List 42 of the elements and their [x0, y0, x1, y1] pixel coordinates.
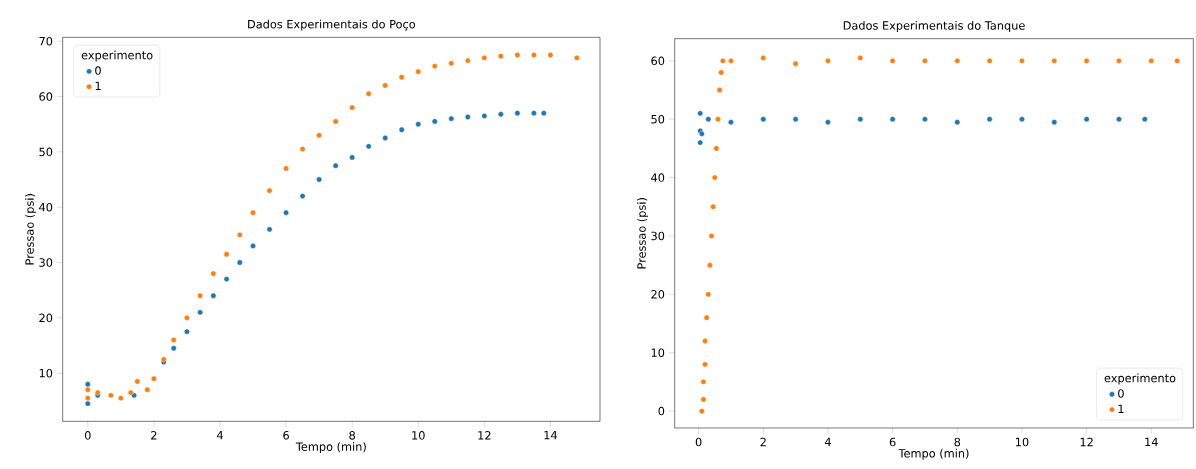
y-tick-label: 30 — [651, 231, 665, 241]
chart-title: Dados Experimentais do Poço — [248, 19, 416, 31]
y-axis-title: Pressao (psi) — [637, 197, 649, 269]
x-tick-label: 4 — [824, 437, 831, 446]
x-tick-label: 10 — [1016, 437, 1029, 447]
y-tick-label: 20 — [39, 313, 53, 322]
y-tick-label: 0 — [658, 406, 665, 416]
x-tick-label: 12 — [478, 430, 491, 440]
y-tick-label: 60 — [39, 92, 53, 101]
x-tick-label: 12 — [1080, 437, 1093, 446]
x-tick-label: 0 — [84, 430, 91, 440]
legend-label: 0 — [1118, 389, 1124, 398]
legend-label: 0 — [95, 66, 101, 75]
y-tick-label: 30 — [39, 258, 53, 267]
y-tick-label: 70 — [39, 36, 53, 46]
x-tick-label: 14 — [1145, 437, 1158, 446]
y-tick-label: 10 — [39, 368, 53, 378]
legend-label: 1 — [1118, 404, 1124, 413]
x-axis-title: Tempo (min) — [898, 448, 969, 460]
y-tick-label: 40 — [651, 173, 665, 182]
legend-title: experimento — [81, 50, 153, 62]
x-tick-label: 8 — [954, 437, 961, 447]
y-tick-label: 40 — [39, 202, 53, 212]
y-tick-label: 60 — [651, 56, 665, 65]
y-tick-label: 50 — [39, 147, 53, 156]
x-tick-label: 6 — [889, 437, 896, 447]
x-tick-label: 8 — [349, 430, 355, 440]
x-tick-label: 6 — [283, 430, 289, 440]
y-tick-label: 10 — [651, 348, 665, 357]
y-axis-title: Pressao (psi) — [25, 193, 37, 265]
legend-title: experimento — [1104, 373, 1176, 385]
x-tick-label: 10 — [412, 430, 425, 440]
y-tick-label: 50 — [651, 114, 665, 124]
x-tick-label: 2 — [151, 430, 157, 440]
chart-title: Dados Experimentais do Tanque — [843, 20, 1025, 32]
legend-label: 1 — [95, 81, 101, 90]
x-tick-label: 14 — [544, 430, 557, 440]
x-tick-label: 4 — [216, 430, 223, 440]
y-tick-label: 20 — [651, 289, 665, 299]
x-tick-label: 2 — [760, 437, 766, 446]
x-axis-title: Tempo (min) — [295, 441, 366, 453]
x-tick-label: 0 — [695, 437, 702, 447]
